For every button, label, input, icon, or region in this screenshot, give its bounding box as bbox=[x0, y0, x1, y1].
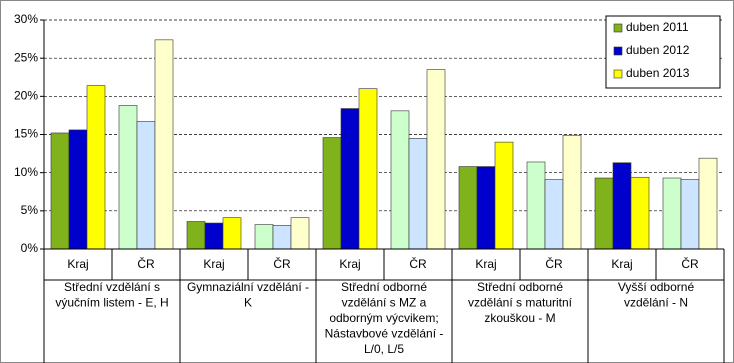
bar bbox=[204, 222, 224, 250]
bar bbox=[50, 132, 70, 250]
x-tick-label: Kraj bbox=[611, 257, 632, 271]
x-tick-label: Kraj bbox=[475, 257, 496, 271]
bar bbox=[680, 179, 700, 250]
x-tick-label: ČR bbox=[409, 256, 427, 271]
group-label: Střední odborné bbox=[341, 280, 427, 294]
bar bbox=[426, 69, 446, 250]
bar bbox=[458, 166, 478, 250]
legend-label: duben 2013 bbox=[626, 66, 690, 80]
bar bbox=[562, 134, 582, 250]
legend-label: duben 2011 bbox=[626, 20, 689, 34]
y-tick-label: 0% bbox=[21, 241, 39, 255]
x-tick-label: ČR bbox=[273, 256, 291, 271]
bar bbox=[594, 177, 614, 250]
legend-swatch bbox=[613, 46, 623, 56]
bar bbox=[526, 161, 546, 250]
group-label: Střední vzdělání s bbox=[64, 280, 160, 294]
bar bbox=[68, 129, 88, 250]
bar bbox=[254, 224, 274, 250]
bar bbox=[390, 110, 410, 250]
group-label: Nástavbové vzdělání - bbox=[325, 327, 444, 341]
group-label: Gymnaziální vzdělání - bbox=[187, 280, 309, 294]
bar bbox=[222, 217, 242, 250]
bar bbox=[118, 105, 138, 250]
bar bbox=[698, 157, 718, 250]
bar bbox=[86, 85, 106, 250]
bar bbox=[136, 121, 156, 250]
x-tick-label: ČR bbox=[137, 256, 155, 271]
bar bbox=[186, 221, 206, 250]
bar bbox=[662, 177, 682, 250]
group-label: vzdělání s maturitní bbox=[468, 296, 573, 310]
x-tick-label: ČR bbox=[545, 256, 563, 271]
y-tick-label: 15% bbox=[14, 127, 38, 141]
bar bbox=[494, 141, 514, 250]
x-tick-label: ČR bbox=[681, 256, 699, 271]
x-tick-label: Kraj bbox=[203, 257, 224, 271]
group-label: L/0, L/5 bbox=[364, 342, 404, 356]
bar bbox=[612, 162, 632, 250]
bar bbox=[544, 179, 564, 250]
y-tick-label: 10% bbox=[14, 165, 38, 179]
y-tick-label: 30% bbox=[14, 12, 38, 26]
group-label: vzdělání - N bbox=[624, 296, 688, 310]
bar bbox=[476, 166, 496, 250]
group-label: vzdělání s MZ a bbox=[342, 296, 427, 310]
x-tick-label: Kraj bbox=[339, 257, 360, 271]
group-label: zkouškou - M bbox=[484, 311, 555, 325]
bar bbox=[154, 39, 174, 250]
group-label: K bbox=[244, 296, 252, 310]
x-tick-label: Kraj bbox=[67, 257, 88, 271]
bar bbox=[630, 176, 650, 250]
group-label: výučním listem - E, H bbox=[55, 296, 168, 310]
bar bbox=[408, 138, 428, 250]
y-tick-label: 20% bbox=[14, 89, 38, 103]
group-label: Střední odborné bbox=[477, 280, 563, 294]
bar bbox=[358, 88, 378, 250]
y-tick-label: 25% bbox=[14, 50, 38, 64]
bar bbox=[322, 137, 342, 250]
bar bbox=[272, 225, 292, 250]
y-tick-label: 5% bbox=[21, 203, 39, 217]
bar bbox=[340, 108, 360, 250]
legend-swatch bbox=[613, 23, 623, 33]
group-label: odborným výcvikem; bbox=[329, 311, 438, 325]
legend-box bbox=[605, 15, 721, 89]
legend-swatch bbox=[613, 69, 623, 79]
legend-label: duben 2012 bbox=[626, 43, 690, 57]
group-label: Vyšší odborné bbox=[618, 280, 695, 294]
bar bbox=[290, 217, 310, 250]
